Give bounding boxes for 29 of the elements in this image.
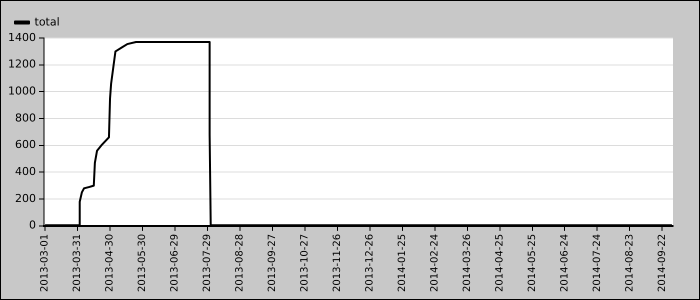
y-tick-label: 1400 [8, 30, 36, 44]
y-tick-label: 600 [14, 138, 36, 152]
x-tick-label: 2013-06-29 [170, 234, 181, 292]
x-tick-label: 2013-11-26 [332, 234, 343, 292]
x-tick-label: 2014-09-22 [656, 234, 668, 292]
x-tick-label: 2013-03-01 [40, 234, 51, 292]
legend-label: total [34, 15, 60, 28]
x-tick-label: 2014-03-26 [462, 234, 473, 292]
x-tick-label: 2013-07-29 [202, 234, 214, 292]
y-tick-label: 0 [28, 218, 36, 232]
y-tick-label: 1000 [8, 84, 36, 98]
y-tick-label: 800 [14, 111, 36, 124]
x-tick-label: 2013-04-30 [104, 234, 116, 292]
y-tick-label: 400 [14, 165, 36, 178]
x-tick-label: 2014-02-24 [429, 234, 440, 292]
x-tick-label: 2013-03-31 [72, 234, 84, 292]
x-tick-label: 2013-12-26 [364, 234, 376, 292]
y-tick-label: 200 [14, 192, 36, 205]
x-tick-label: 2013-08-28 [234, 234, 246, 292]
x-tick-label: 2014-07-24 [592, 234, 603, 292]
y-tick-label: 1200 [8, 58, 36, 71]
x-tick-label: 2014-08-23 [624, 234, 636, 292]
x-tick-label: 2013-10-27 [300, 234, 310, 292]
x-tick-label: 2014-01-25 [396, 234, 408, 292]
x-tick-label: 2013-09-27 [267, 234, 278, 292]
x-tick-label: 2014-04-25 [494, 234, 506, 292]
x-tick-label: 2014-05-25 [526, 234, 538, 292]
x-tick-label: 2014-06-24 [559, 234, 570, 292]
x-tick-label: 2013-05-30 [137, 234, 148, 292]
